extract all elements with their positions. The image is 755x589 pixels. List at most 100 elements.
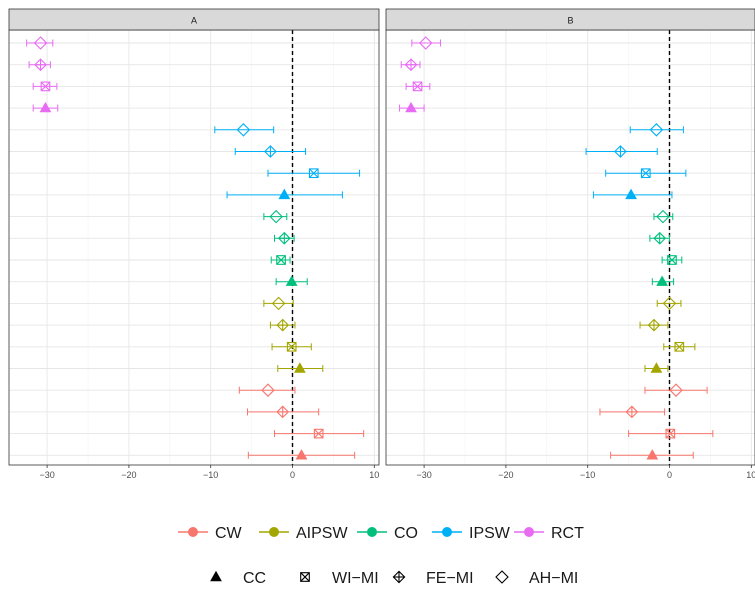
estimate-a-co-wi-mi-point-box [276,255,286,265]
x-tick-label: −30 [39,470,54,480]
legend-item-co: CO [357,525,418,542]
legend-key-shape [210,570,222,582]
estimate-a-rct-wi-mi [32,81,58,92]
legend-key-shape [392,570,406,584]
estimate-a-cw-wi-mi-point-cross-b [313,428,324,439]
estimate-a-co-wi-mi-point-cross-b [276,255,286,265]
estimate-a-co-cc-point [285,275,298,286]
estimate-b-cw-wi-mi-point-box [665,428,676,439]
estimate-b-cw-ah-mi-point [669,383,683,397]
estimate-a-aipsw-cc-point [293,362,306,373]
estimate-a-aipsw-wi-mi [271,341,312,352]
legend-item-cw: CW [178,525,243,542]
x-tick-label: −30 [416,470,431,480]
estimate-b-rct-fe-mi-point [404,58,418,72]
estimate-a-co-cc-point-glyph [285,275,298,286]
estimate-b-ipsw-wi-mi-point-box [640,168,651,179]
x-tick-label: −10 [580,470,595,480]
strip-background [8,8,380,31]
estimate-b-aipsw-cc [644,362,669,373]
legend-key-point [367,527,377,537]
estimate-a-rct-wi-mi-point-cross-b [40,81,51,92]
legend-label: CW [215,525,243,542]
estimate-b-ipsw-cc [592,188,673,200]
estimate-b-aipsw-fe-mi-point [647,318,661,332]
panel-background [9,30,379,465]
estimate-a-cw-cc-point [295,449,308,460]
estimate-a-cw-wi-mi-point-box [313,428,324,439]
estimate-b-aipsw-ah-mi-point [662,296,677,311]
estimate-b-aipsw-cc-point-glyph [650,362,663,373]
legend-label: CO [394,525,418,542]
estimate-b-aipsw-wi-mi-point [674,341,685,352]
legend-item-ipsw: IPSW [432,525,511,542]
legend-item-fe-mi: FE−MI [392,570,474,587]
estimate-a-ipsw-fe-mi-point [264,145,277,158]
estimate-a-co-fe-mi [274,231,295,245]
estimate-b-rct-wi-mi-point-box [412,81,423,92]
legend-item-wi-mi: WI−MI [300,570,379,587]
estimate-b-co-fe-mi [649,231,670,245]
estimate-b-co-ah-mi-point-diamond [656,209,670,224]
estimate-a-ipsw-ah-mi [214,123,275,137]
estimate-b-cw-wi-mi-point [665,428,676,439]
legend-imputations: CC WI−MI FE−MI AH−MI [210,570,578,587]
estimate-a-rct-fe-mi [28,58,51,72]
estimate-b-ipsw-ah-mi-point-diamond [649,123,664,137]
legend-label: CC [243,570,266,587]
estimate-a-co-wi-mi [270,255,291,265]
estimate-b-rct-cc-point [405,101,417,113]
estimate-b-co-cc-point-glyph [656,275,669,286]
estimate-b-aipsw-wi-mi [663,341,696,352]
estimate-b-rct-wi-mi-point [412,81,423,92]
strip-label-a: A [191,16,197,26]
x-tick-label: 10 [746,470,755,480]
estimate-b-co-ah-mi-point [656,209,670,224]
legend-label: FE−MI [426,570,474,587]
panel-b: B −30 −20 −10 0 10 [385,8,755,480]
legend-key-shape-glyph [210,570,222,582]
strip-label-b: B [567,16,573,26]
legend-methods: CW AIPSW CO IPSW RCT [178,525,584,542]
estimate-a-rct-wi-mi-point-box [40,81,51,92]
estimate-a-cw-ah-mi-point-diamond [261,383,275,397]
estimate-b-ipsw-wi-mi [605,168,687,179]
estimate-a-ipsw-wi-mi [267,168,361,179]
estimate-a-co-ah-mi [263,209,288,224]
estimate-a-co-wi-mi-point [276,255,286,265]
estimate-b-ipsw-ah-mi [629,123,684,137]
estimate-a-rct-cc-point [39,101,52,113]
legend-item-cc: CC [210,570,266,587]
estimate-b-cw-cc [610,449,694,460]
estimate-a-cw-ah-mi-point [261,383,275,397]
estimate-a-aipsw-cc [277,362,324,373]
legend-key-point [524,527,534,537]
legend-key-point [442,527,452,537]
estimate-b-cw-cc-point-glyph [646,449,659,460]
estimate-a-aipsw-fe-mi-point [276,318,290,332]
estimate-b-co-wi-mi [661,255,683,265]
estimate-b-rct-fe-mi [400,58,421,72]
estimate-a-ipsw-fe-mi [234,145,307,158]
panel-a: A −30 −20 −10 0 10 [8,8,380,480]
estimate-a-aipsw-wi-mi-point [286,341,297,352]
estimate-b-cw-wi-mi [628,428,714,439]
estimate-a-cw-cc [247,449,356,460]
estimate-b-ipsw-ah-mi-point [649,123,664,137]
estimate-a-rct-ah-mi-point [33,36,48,50]
estimate-a-co-cc [275,275,308,286]
estimate-b-cw-ah-mi-point-diamond [669,383,683,397]
estimate-a-ipsw-cc-point-glyph [278,188,291,200]
estimate-b-co-wi-mi-point [667,255,677,265]
estimate-a-aipsw-fe-mi [269,318,296,332]
estimate-a-cw-wi-mi [274,428,365,439]
estimate-b-aipsw-wi-mi-point-cross-b [674,342,685,352]
legend-key-point [269,527,279,537]
estimate-a-cw-fe-mi [247,405,320,419]
x-tick-label: 0 [290,470,295,480]
estimate-b-co-fe-mi-point [653,231,667,245]
estimate-a-aipsw-wi-mi-point-cross-b [286,342,297,352]
estimate-a-cw-cc-point-glyph [295,449,308,460]
estimate-b-rct-wi-mi [405,81,431,92]
estimate-a-rct-ah-mi-point-diamond [33,36,48,50]
